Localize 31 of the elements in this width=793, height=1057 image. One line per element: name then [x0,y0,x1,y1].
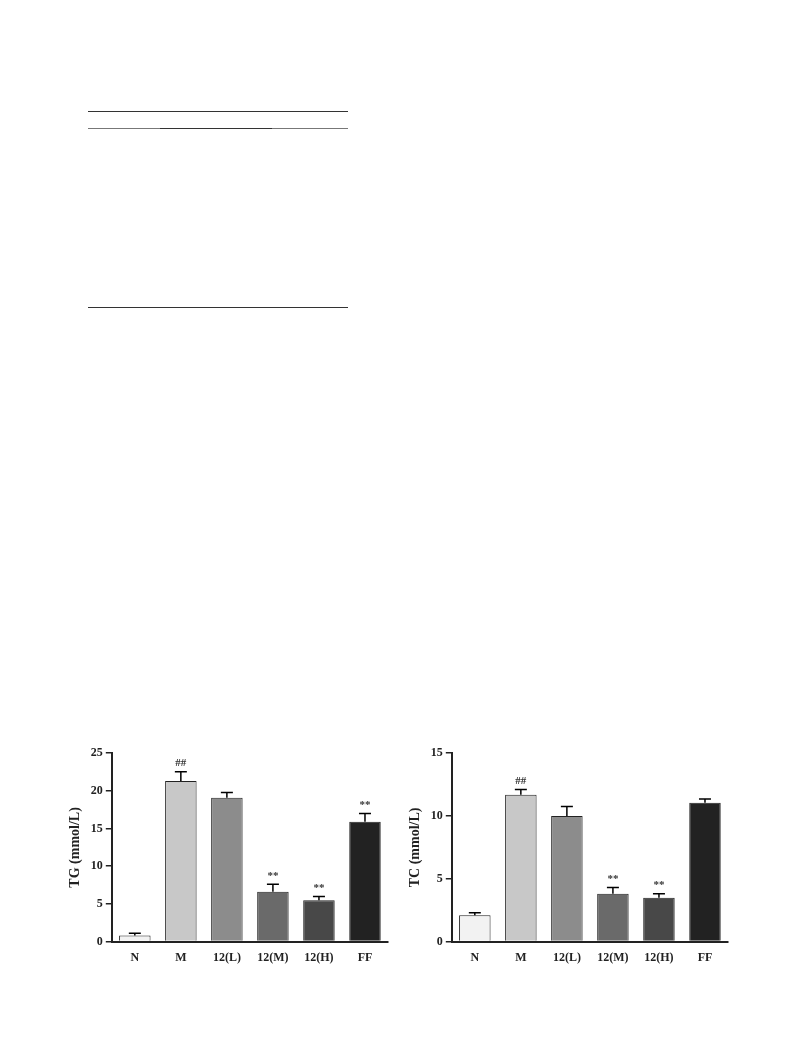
y-tick-label: 15 [90,820,103,835]
y-tick-label: 25 [90,745,103,760]
x-tick-label: 12(H) [304,949,334,964]
y-tick-label: 0 [436,933,443,948]
x-tick-label: 12(H) [644,949,674,964]
x-tick-label: N [470,949,480,964]
y-tick-label: 0 [96,933,103,948]
x-tick-label: 12(L) [552,949,581,964]
x-tick-label: M [515,949,527,964]
x-tick-label: 12(M) [257,949,289,964]
y-tick-label: 5 [96,896,103,911]
y-tick-label: 10 [90,858,103,873]
annotation: ** [607,871,619,884]
annotation: ## [175,756,187,769]
annotation: ** [313,880,325,893]
x-tick-label: N [130,949,140,964]
annotation: ## [515,773,527,786]
x-tick-label: M [175,949,187,964]
annotation: ** [267,868,279,881]
annotation: ** [359,797,371,810]
y-tick-label: 10 [430,808,443,823]
x-tick-label: 12(M) [597,949,629,964]
x-tick-label: 12(L) [212,949,241,964]
x-tick-label: FF [697,949,713,964]
y-tick-label: 20 [90,782,103,797]
y-tick-label: 5 [436,870,443,885]
y-tick-label: 15 [430,745,443,760]
x-tick-label: FF [357,949,373,964]
y-axis-title: TG (mmol/L) [67,806,84,888]
y-axis-title: TC (mmol/L) [407,807,424,888]
annotation: ** [653,878,665,891]
